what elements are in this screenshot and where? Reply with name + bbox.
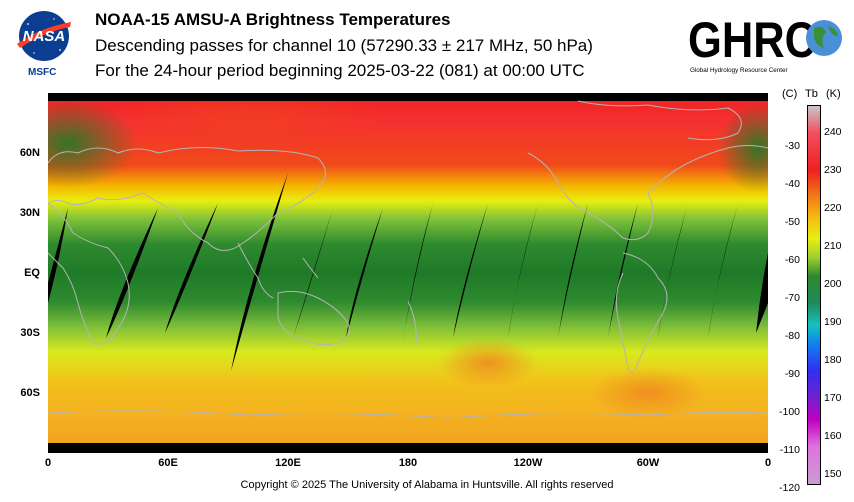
page-subtitle: Descending passes for channel 10 (57290.… <box>95 36 593 55</box>
colorbar-kelvin-tick: 160 <box>824 430 842 443</box>
page-title: NOAA-15 AMSU-A Brightness Temperatures <box>95 10 451 29</box>
colorbar-celsius-tick: -100 <box>778 406 800 419</box>
lon-label-60w: 60W <box>636 457 660 469</box>
ghrc-logo: GHRC Global Hydrology Resource Center <box>688 12 842 74</box>
colorbar-celsius-tick: -80 <box>784 330 800 343</box>
colorbar-kelvin-tick: 240 <box>824 126 842 139</box>
colorbar-kelvin-tick: 200 <box>824 278 842 291</box>
colorbar-celsius-tick: -50 <box>784 216 800 229</box>
lon-label-0: 0 <box>44 457 52 469</box>
lat-label-60s: 60S <box>20 387 40 399</box>
colorbar-celsius-tick: -30 <box>784 140 800 153</box>
lat-label-30n: 30N <box>19 207 40 219</box>
globe-icon <box>806 20 842 56</box>
coastlines <box>48 100 768 419</box>
colorbar-kelvin-tick: 180 <box>824 354 842 367</box>
lat-label-60n: 60N <box>19 147 40 159</box>
colorbar-kelvin-tick: 170 <box>824 392 842 405</box>
colorbar-celsius-tick: -120 <box>778 482 800 495</box>
brightness-temperature-map <box>48 93 768 453</box>
colorbar-celsius-tick: -60 <box>784 254 800 267</box>
lon-label-0-east: 0 <box>764 457 772 469</box>
lat-label-eq: EQ <box>24 267 40 279</box>
no-data-band-bottom <box>48 443 768 453</box>
copyright-notice: Copyright © 2025 The University of Alaba… <box>240 479 614 491</box>
colorbar-kelvin-tick: 190 <box>824 316 842 329</box>
ghrc-caption: Global Hydrology Resource Center <box>690 67 788 74</box>
no-data-band-top <box>48 93 768 101</box>
colorbar-unit-c: (C) <box>782 88 798 100</box>
colorbar <box>807 105 821 485</box>
colorbar-kelvin-tick: 210 <box>824 240 842 253</box>
orbit-gaps <box>48 173 768 371</box>
period-line: For the 24-hour period beginning 2025-03… <box>95 61 585 80</box>
colorbar-kelvin-tick: 230 <box>824 164 842 177</box>
lon-label-180: 180 <box>398 457 418 469</box>
ghrc-logo-text: GHRC <box>688 12 816 68</box>
lon-label-60e: 60E <box>158 457 178 469</box>
colorbar-unit-tb: Tb <box>805 88 818 100</box>
colorbar-kelvin-tick: 220 <box>824 202 842 215</box>
colorbar-unit-k: (K) <box>826 88 841 100</box>
nasa-logo: NASA <box>17 11 71 61</box>
colorbar-celsius-tick: -70 <box>784 292 800 305</box>
colorbar-celsius-tick: -110 <box>779 444 800 457</box>
lon-label-120e: 120E <box>275 457 301 469</box>
nasa-caption: MSFC <box>28 67 57 78</box>
lon-label-120w: 120W <box>513 457 543 469</box>
nasa-logo-text: NASA <box>23 28 66 45</box>
colorbar-kelvin-tick: 150 <box>824 468 842 481</box>
colorbar-celsius-tick: -90 <box>784 368 800 381</box>
colorbar-celsius-tick: -40 <box>784 178 800 191</box>
lat-label-30s: 30S <box>20 327 40 339</box>
